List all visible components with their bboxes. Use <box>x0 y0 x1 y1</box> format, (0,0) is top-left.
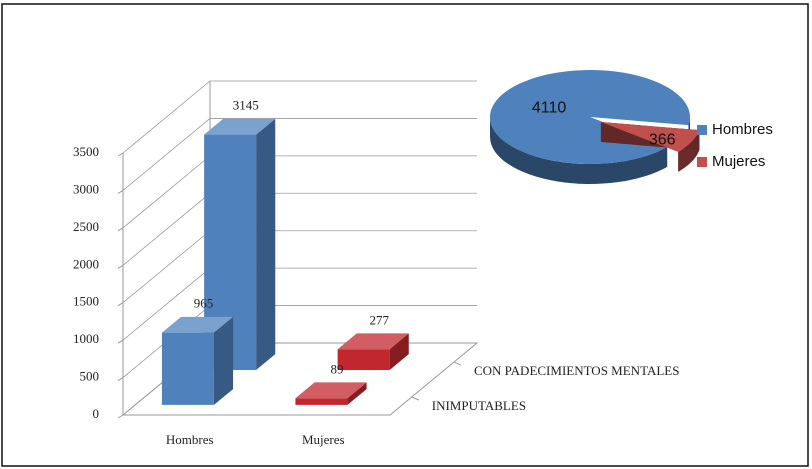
y-tick <box>117 189 124 194</box>
bar-side <box>256 118 276 370</box>
depth-tick <box>453 361 462 366</box>
y-tick-label: 1500 <box>73 294 99 309</box>
y-tick <box>117 302 124 307</box>
depth-label: CON PADECIMIENTOS MENTALES <box>474 363 680 378</box>
bar-top <box>295 382 367 399</box>
grid-line <box>122 80 477 154</box>
y-tick-label: 2000 <box>73 256 99 271</box>
bar-top <box>204 118 276 135</box>
bar-side <box>213 316 234 405</box>
value-label: 89 <box>331 361 344 376</box>
y-tick <box>117 414 124 419</box>
y-tick <box>117 339 124 344</box>
value-label: 366 <box>649 131 676 148</box>
bar-side <box>347 382 367 405</box>
legend-label: Hombres <box>712 121 773 138</box>
value-label: 3145 <box>233 98 259 113</box>
bar-front <box>337 349 390 370</box>
pie-slice <box>600 122 700 152</box>
y-tick <box>117 377 124 382</box>
y-tick <box>117 264 124 269</box>
bar-front <box>204 134 257 370</box>
y-tick-label: 3500 <box>73 144 99 159</box>
grid-line <box>122 118 477 191</box>
value-label: 4110 <box>532 99 567 116</box>
y-tick <box>117 227 124 232</box>
bar-top <box>337 333 409 350</box>
y-tick-label: 2500 <box>73 219 99 234</box>
legend-swatch <box>697 157 707 167</box>
value-label: 965 <box>194 296 214 311</box>
y-tick-label: 500 <box>80 369 100 384</box>
x-tick-label: Hombres <box>166 432 214 447</box>
y-tick <box>117 152 124 157</box>
value-label: 277 <box>369 312 389 327</box>
legend-label: Mujeres <box>712 153 765 170</box>
depth-label: INIMPUTABLES <box>432 398 526 413</box>
pie-side <box>490 117 668 184</box>
bar-front <box>295 398 348 405</box>
x-tick-label: Mujeres <box>302 432 345 447</box>
bar-top <box>161 316 234 333</box>
depth-tick <box>411 396 419 401</box>
bar-side <box>389 333 409 370</box>
pie-slice <box>490 69 691 164</box>
y-tick-label: 3000 <box>73 181 99 196</box>
y-tick-label: 0 <box>93 406 100 421</box>
legend-swatch <box>697 125 707 135</box>
y-tick-label: 1000 <box>73 331 99 346</box>
bar-front <box>161 332 214 405</box>
